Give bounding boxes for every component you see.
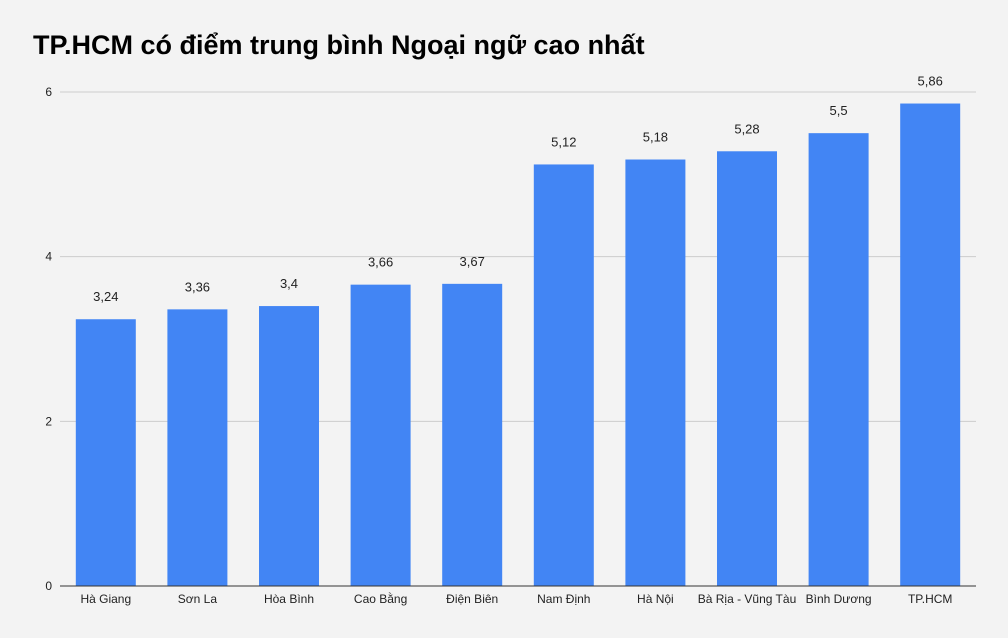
data-label: 5,5 bbox=[830, 103, 848, 118]
data-label: 5,18 bbox=[643, 130, 668, 145]
bar bbox=[900, 103, 961, 586]
y-tick-label: 6 bbox=[45, 85, 52, 99]
x-tick-label: Điện Biên bbox=[446, 592, 498, 606]
data-label: 5,86 bbox=[918, 74, 943, 89]
data-label: 3,36 bbox=[185, 279, 210, 294]
data-label: 5,28 bbox=[734, 121, 759, 136]
data-label: 5,12 bbox=[551, 134, 576, 149]
bar bbox=[625, 159, 686, 586]
x-tick-label: Hà Nội bbox=[637, 592, 674, 606]
data-label: 3,4 bbox=[280, 276, 298, 291]
bar bbox=[808, 133, 869, 586]
y-tick-label: 0 bbox=[45, 579, 52, 593]
bar bbox=[350, 284, 411, 586]
x-tick-label: Sơn La bbox=[178, 592, 218, 606]
x-tick-label: Hòa Bình bbox=[264, 592, 314, 606]
bar bbox=[259, 306, 319, 586]
x-tick-label: Bình Dương bbox=[806, 592, 872, 606]
data-label: 3,67 bbox=[460, 254, 485, 269]
x-tick-label: Nam Định bbox=[537, 592, 590, 606]
bar bbox=[533, 164, 594, 586]
data-label: 3,66 bbox=[368, 255, 393, 270]
x-tick-label: Cao Bằng bbox=[354, 591, 407, 606]
bar bbox=[167, 309, 228, 586]
bar bbox=[717, 151, 777, 586]
x-tick-label: TP.HCM bbox=[908, 592, 952, 606]
y-tick-label: 4 bbox=[45, 250, 52, 264]
bar bbox=[75, 319, 136, 586]
y-tick-label: 2 bbox=[45, 414, 52, 428]
x-tick-label: Hà Giang bbox=[80, 592, 131, 606]
x-tick-label: Bà Rịa - Vũng Tàu bbox=[698, 592, 797, 606]
chart-title: TP.HCM có điểm trung bình Ngoại ngữ cao … bbox=[33, 30, 645, 60]
bar bbox=[442, 283, 503, 586]
data-label: 3,24 bbox=[93, 289, 118, 304]
